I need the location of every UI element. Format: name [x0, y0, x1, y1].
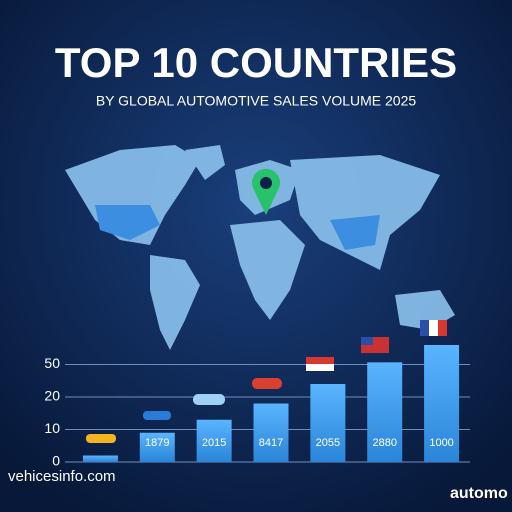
chart-subtitle: BY GLOBAL AUTOMOTIVE SALES VOLUME 2025	[96, 93, 417, 109]
chart-title: TOP 10 COUNTRIES	[55, 39, 457, 86]
bar	[253, 403, 289, 462]
x-tick-label: 1879	[145, 437, 169, 449]
bar	[139, 432, 175, 462]
y-tick-label: 0	[52, 453, 60, 469]
icons	[86, 320, 447, 443]
y-tick-label: 50	[44, 355, 60, 371]
x-tick-label: 1000	[429, 437, 453, 449]
bar	[196, 419, 232, 462]
bar	[367, 362, 403, 462]
highlighted-countries	[95, 205, 380, 250]
source: vehicesinfo.com	[8, 468, 116, 485]
bar	[310, 384, 346, 462]
map-pin	[251, 168, 280, 215]
x-tick-label: 8417	[259, 437, 283, 449]
x-tick-label: 2055	[316, 437, 340, 449]
bar	[82, 455, 118, 462]
x-tick-label: 2880	[372, 437, 396, 449]
brand: automo	[450, 485, 508, 502]
y-tick-label: 20	[44, 388, 60, 404]
x-tick-label: 2015	[202, 437, 226, 449]
y-tick-label: 10	[44, 420, 60, 436]
bar	[424, 345, 460, 462]
